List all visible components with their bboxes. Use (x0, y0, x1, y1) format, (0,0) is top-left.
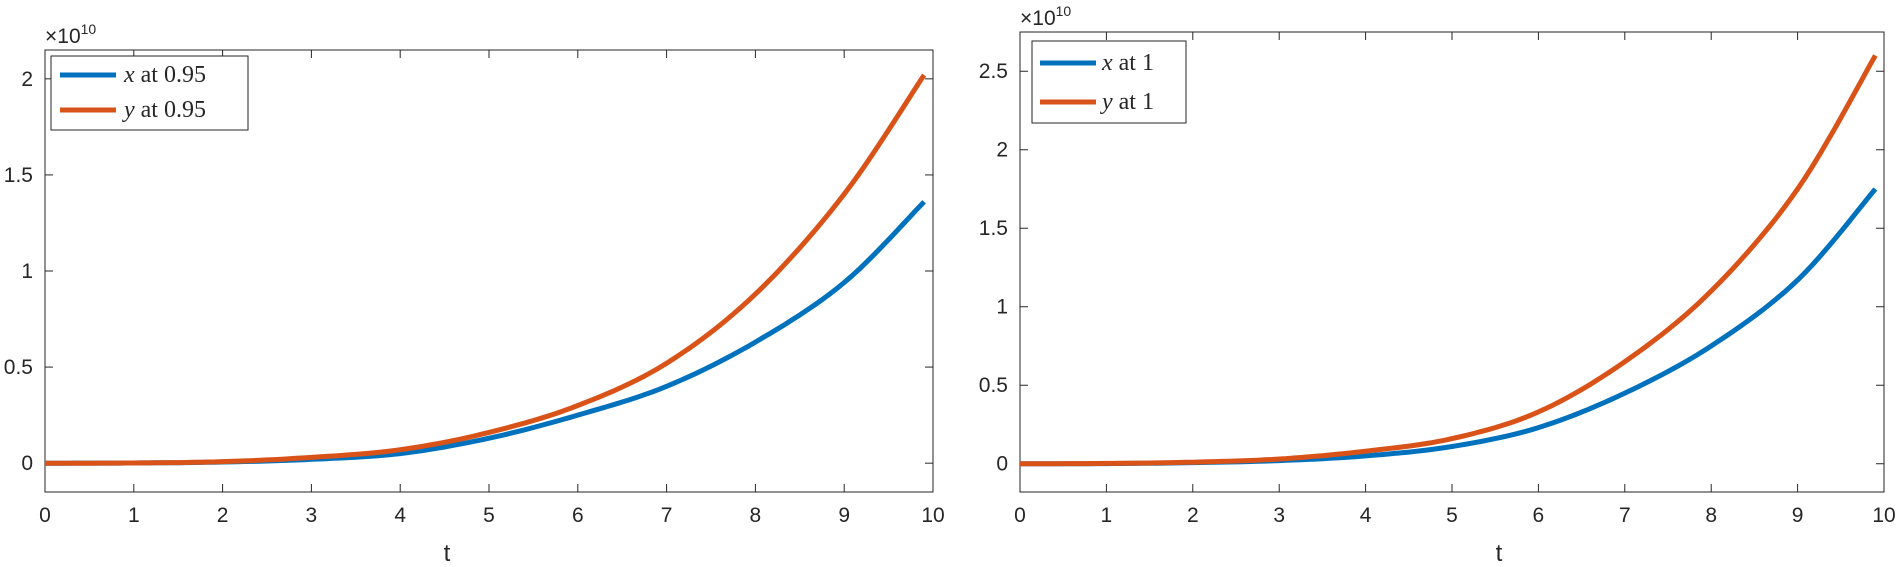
x-tick-label: 3 (1273, 504, 1285, 527)
x-tick-label: 1 (128, 504, 140, 527)
x-tick-label: 9 (838, 504, 850, 527)
x-tick-label: 3 (306, 504, 318, 527)
legend-entry-x-left: x at 0.95 (123, 62, 206, 88)
y-tick-label: 2.5 (979, 60, 1008, 83)
legend-entry-y-right: y at 1 (1100, 89, 1154, 115)
series-line-y-right (1020, 54, 1878, 467)
legend-entry-x-right: x at 1 (1101, 50, 1154, 76)
y-tick-label: 0.5 (979, 374, 1008, 397)
x-tick-label: 7 (661, 504, 673, 527)
y-tick-label: 0 (996, 453, 1008, 476)
legend-box-right (1031, 40, 1187, 124)
series-line-y-left (45, 73, 927, 466)
y-exponent-label-right: ×1010 (1020, 3, 1071, 30)
y-tick-label: 0 (21, 452, 33, 475)
legend-entry-y-left: y at 0.95 (122, 97, 206, 123)
x-tick-label: 2 (217, 504, 229, 527)
y-tick-label: 1 (996, 296, 1008, 319)
y-tick-label: 1 (21, 260, 33, 283)
legend-right: x at 1 y at 1 (1031, 40, 1187, 124)
x-tick-label: 1 (1101, 504, 1113, 527)
x-tick-label: 4 (1360, 504, 1372, 527)
x-tick-label: 9 (1792, 504, 1804, 527)
x-tick-label: 2 (1187, 504, 1199, 527)
x-tick-label: 6 (1533, 504, 1545, 527)
x-tick-label: 7 (1619, 504, 1631, 527)
axis-ticks-right: 0 1 2 3 4 5 6 7 8 9 10 0 0.5 1 1.5 2 2.5 (979, 32, 1896, 527)
y-tick-label: 1.5 (979, 217, 1008, 240)
legend-left: x at 0.95 y at 0.95 (50, 55, 249, 131)
x-tick-label: 6 (572, 504, 584, 527)
x-tick-label: 10 (921, 504, 944, 527)
x-axis-label-left: t (444, 540, 451, 567)
x-tick-label: 0 (39, 504, 51, 527)
y-tick-label: 2 (21, 68, 33, 91)
x-axis-label-right: t (1496, 540, 1503, 567)
x-tick-label: 5 (1446, 504, 1458, 527)
x-tick-label: 5 (483, 504, 495, 527)
series-layer-left (45, 73, 927, 466)
x-tick-label: 10 (1872, 504, 1895, 527)
y-tick-label: 1.5 (4, 164, 33, 187)
x-tick-label: 8 (750, 504, 762, 527)
y-exponent-label-left: ×1010 (45, 21, 96, 48)
x-tick-label: 8 (1705, 504, 1717, 527)
legend-box-left (50, 55, 249, 131)
axis-ticks-left: 0 1 2 3 4 5 6 7 8 9 10 0 0.5 1 1.5 2 (4, 50, 945, 527)
y-tick-label: 2 (996, 139, 1008, 162)
x-tick-label: 0 (1014, 504, 1026, 527)
chart-panel-right: 0 1 2 3 4 5 6 7 8 9 10 0 0.5 1 1.5 2 2.5 ×1010 t x at 1 … (979, 3, 1896, 567)
chart-panel-left: 0 1 2 3 4 5 6 7 8 9 10 0 0.5 1 1.5 2 ×1010 t x at 0.95 … (4, 21, 945, 567)
y-tick-label: 0.5 (4, 356, 33, 379)
x-tick-label: 4 (394, 504, 406, 527)
series-layer-right (1020, 54, 1878, 467)
